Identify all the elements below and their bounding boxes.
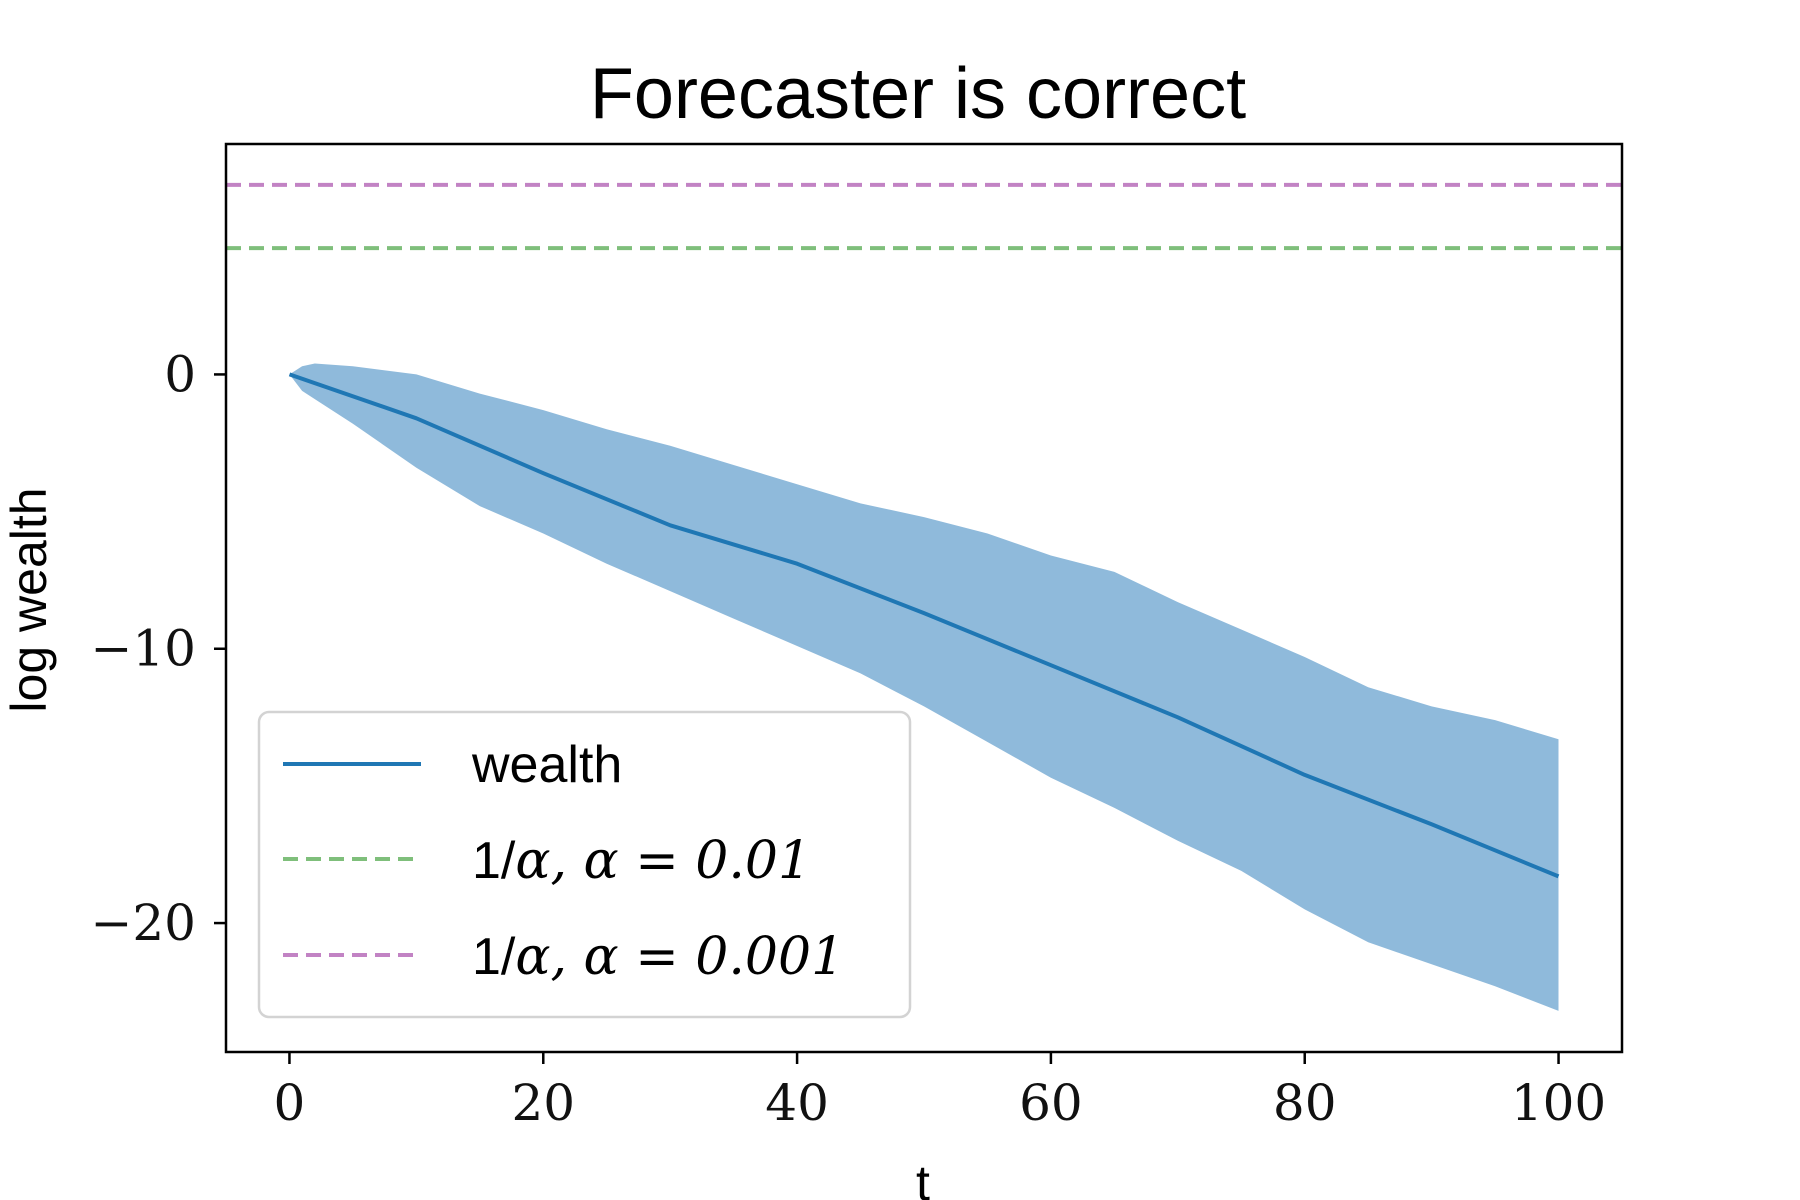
x-axis: 0 20 40 60 80 100 — [274, 1052, 1606, 1132]
legend-box — [257, 710, 912, 1019]
legend-label-alpha-0001: 1/α, α = 0.001 — [472, 927, 844, 987]
x-tick-label: 80 — [1273, 1074, 1337, 1132]
y-axis-label: log wealth — [1, 487, 57, 712]
legend-label-alpha-001-prefix: 1/ — [472, 832, 516, 890]
legend-label-alpha-001-math: α, α = 0.01 — [515, 831, 811, 891]
y-axis: 0 −10 −20 — [90, 345, 226, 952]
x-axis-label: t — [916, 1155, 930, 1200]
x-tick-label: 20 — [511, 1074, 575, 1132]
y-tick-label: −20 — [90, 894, 196, 952]
legend-label-wealth: wealth — [471, 736, 622, 794]
x-tick-label: 0 — [274, 1074, 306, 1132]
plot-frame — [224, 142, 1624, 1054]
legend: wealth 1/α, α = 0.01 1/α, α = 0.001 — [257, 710, 912, 1019]
x-tick-label: 60 — [1019, 1074, 1083, 1132]
x-tick-label: 40 — [765, 1074, 829, 1132]
y-tick-label: −10 — [90, 620, 196, 678]
legend-label-alpha-0001-prefix: 1/ — [472, 928, 516, 986]
series-line-wealth — [288, 372, 1560, 879]
y-tick-label: 0 — [164, 345, 196, 403]
legend-label-alpha-001: 1/α, α = 0.01 — [472, 831, 811, 891]
chart-title: Forecaster is correct — [590, 54, 1246, 134]
wealth-confidence-band — [289, 363, 1559, 1011]
legend-label-alpha-0001-math: α, α = 0.001 — [515, 927, 844, 987]
x-tick-label: 100 — [1511, 1074, 1606, 1132]
plot-area — [226, 182, 1622, 1011]
